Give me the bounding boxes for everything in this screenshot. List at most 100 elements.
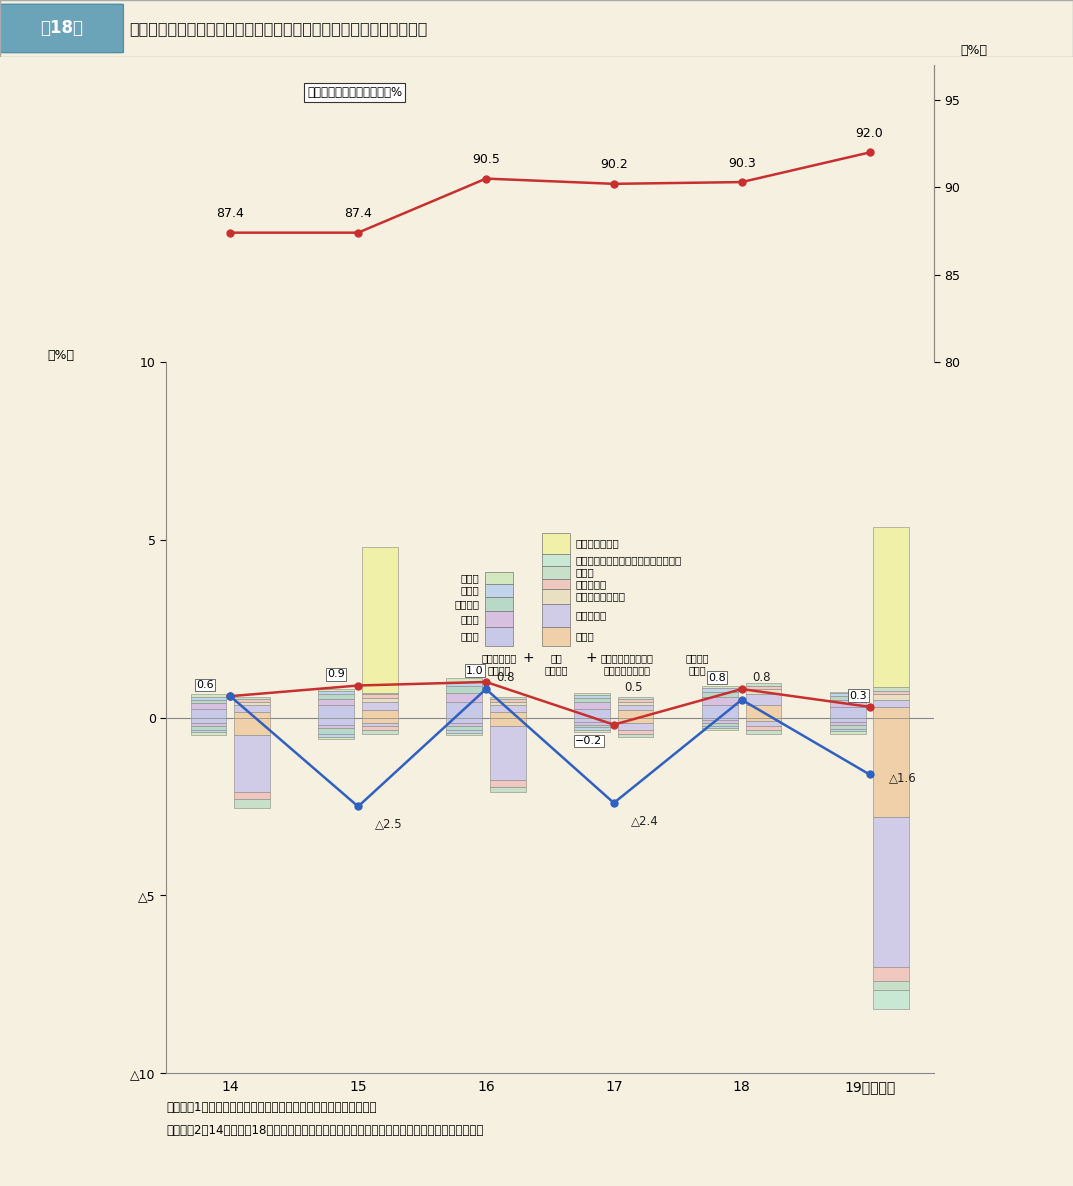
Bar <box>574 709 611 718</box>
Bar <box>191 709 226 718</box>
Text: −0.2: −0.2 <box>575 737 602 746</box>
Bar <box>873 990 909 1009</box>
Bar <box>446 731 482 733</box>
Text: 90.5: 90.5 <box>472 153 500 166</box>
Text: +: + <box>585 651 597 664</box>
Text: 92.0: 92.0 <box>855 127 883 140</box>
Bar <box>618 706 653 710</box>
Bar <box>489 718 526 726</box>
Text: △1.6: △1.6 <box>890 771 916 784</box>
Bar <box>485 627 513 646</box>
Bar <box>319 706 354 718</box>
Bar <box>574 695 611 697</box>
Bar <box>746 718 781 721</box>
Bar <box>362 693 398 695</box>
Text: 経常
一般財源: 経常 一般財源 <box>545 653 568 675</box>
Bar <box>542 604 571 627</box>
FancyBboxPatch shape <box>0 5 123 52</box>
Text: （注）　1　棒グラフの数値は、各年度の対前年度増減率である。: （注） 1 棒グラフの数値は、各年度の対前年度増減率である。 <box>166 1101 377 1114</box>
Bar <box>446 726 482 731</box>
Bar <box>191 732 226 735</box>
Bar <box>362 547 398 693</box>
Bar <box>446 682 482 687</box>
Bar <box>542 589 571 604</box>
Bar <box>702 691 738 697</box>
Bar <box>485 597 513 611</box>
Bar <box>319 695 354 699</box>
Text: 0.9: 0.9 <box>327 669 344 680</box>
Text: 0.3: 0.3 <box>850 690 867 701</box>
Bar <box>574 727 611 729</box>
Bar <box>446 678 482 682</box>
Text: △2.4: △2.4 <box>631 814 658 827</box>
Text: 経常経費充当
一般財源: 経常経費充当 一般財源 <box>481 653 516 675</box>
Bar <box>489 780 526 788</box>
Bar <box>446 702 482 718</box>
Text: 90.2: 90.2 <box>600 158 628 171</box>
Bar <box>446 687 482 693</box>
Bar <box>542 533 571 554</box>
Bar <box>829 718 866 722</box>
Bar <box>702 726 738 728</box>
Bar <box>702 686 738 688</box>
Bar <box>746 726 781 731</box>
Bar <box>489 699 526 702</box>
Bar <box>489 702 526 706</box>
Text: 減収補てん債特例分
（減税補てん債）: 減収補てん債特例分 （減税補てん債） <box>600 653 653 675</box>
Text: 地方交付税: 地方交付税 <box>575 611 606 620</box>
Bar <box>618 723 653 731</box>
Bar <box>362 726 398 731</box>
Text: 87.4: 87.4 <box>344 208 372 221</box>
Bar <box>873 981 909 990</box>
Bar <box>618 710 653 718</box>
Bar <box>873 718 909 817</box>
Text: 0.8: 0.8 <box>752 671 770 684</box>
Bar <box>702 706 738 718</box>
Bar <box>319 690 354 695</box>
Bar <box>234 712 270 718</box>
Bar <box>319 728 354 733</box>
Bar <box>362 697 398 702</box>
Bar <box>702 720 738 723</box>
Bar <box>618 702 653 706</box>
Bar <box>234 735 270 792</box>
Bar <box>574 702 611 709</box>
Bar <box>319 718 354 725</box>
Text: 1.0: 1.0 <box>466 665 484 676</box>
Bar <box>746 686 781 689</box>
Text: （%）: （%） <box>47 349 74 362</box>
Bar <box>362 718 398 723</box>
Bar <box>319 738 354 739</box>
Bar <box>873 707 909 718</box>
Bar <box>618 697 653 699</box>
Bar <box>362 710 398 718</box>
Bar <box>362 702 398 710</box>
Bar <box>362 695 398 697</box>
Bar <box>489 712 526 718</box>
Bar <box>319 733 354 738</box>
Bar <box>618 731 653 733</box>
Bar <box>191 718 226 723</box>
Bar <box>702 728 738 731</box>
Bar <box>191 695 226 697</box>
Bar <box>618 718 653 723</box>
Bar <box>829 696 866 701</box>
Bar <box>829 732 866 733</box>
Bar <box>489 706 526 712</box>
Text: 減収補てん債特例分（減税補てん債）: 減収補てん債特例分（減税補てん債） <box>575 555 681 565</box>
Text: △2.5: △2.5 <box>374 817 402 830</box>
Bar <box>574 729 611 732</box>
Bar <box>702 718 738 720</box>
Bar <box>829 694 866 696</box>
Bar <box>746 706 781 718</box>
Bar <box>829 722 866 726</box>
Bar <box>873 695 909 700</box>
Text: 0.8: 0.8 <box>496 671 515 684</box>
Text: 補助費等: 補助費等 <box>455 599 480 608</box>
Text: 臨時財政対策債: 臨時財政対策債 <box>575 538 619 548</box>
Bar <box>746 683 781 686</box>
Bar <box>702 688 738 691</box>
Bar <box>489 697 526 699</box>
Bar <box>362 731 398 733</box>
Bar <box>234 799 270 809</box>
